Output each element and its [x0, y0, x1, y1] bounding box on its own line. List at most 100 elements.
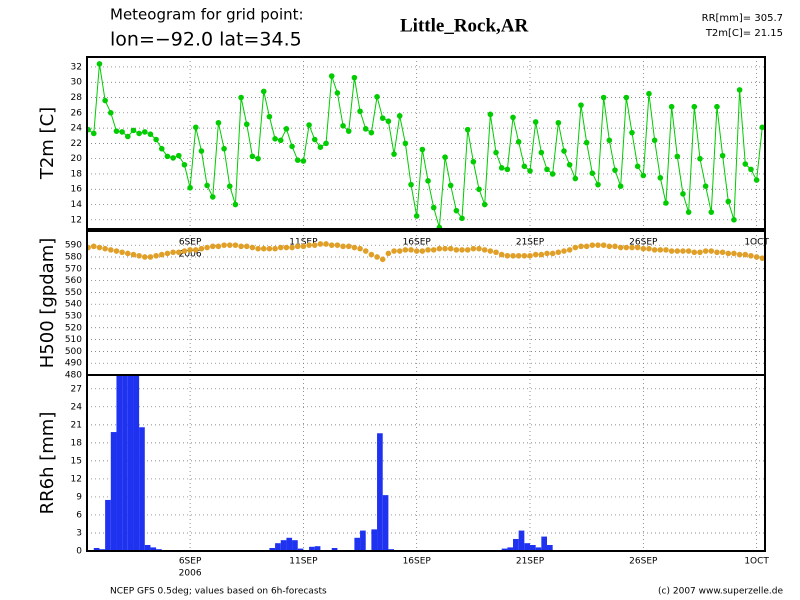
- data-point: [510, 114, 516, 121]
- y-tick-label: 560: [65, 276, 82, 286]
- data-point: [368, 251, 375, 258]
- data-point: [215, 243, 222, 250]
- data-point: [215, 119, 222, 126]
- data-point: [753, 254, 760, 260]
- y-tick-label: 510: [65, 335, 82, 345]
- data-point: [623, 244, 630, 251]
- bar: [314, 546, 321, 551]
- data-point: [572, 175, 579, 182]
- data-point: [119, 129, 125, 135]
- data-point: [595, 181, 601, 188]
- data-point: [357, 245, 363, 252]
- data-point: [651, 247, 658, 253]
- data-point: [351, 74, 358, 81]
- data-point: [283, 244, 290, 251]
- bar: [292, 540, 298, 551]
- x-tick-label: 16SEP: [403, 238, 432, 248]
- data-point: [527, 252, 533, 259]
- data-point: [532, 251, 539, 258]
- data-point: [572, 244, 579, 251]
- data-point: [147, 131, 154, 138]
- data-point: [646, 245, 652, 252]
- data-point: [368, 129, 375, 136]
- y-tick-label: 590: [65, 241, 82, 251]
- data-point: [680, 191, 686, 197]
- data-point: [334, 90, 341, 96]
- data-point: [425, 247, 431, 253]
- data-point: [612, 167, 618, 173]
- data-point: [646, 90, 652, 97]
- data-point: [266, 245, 273, 252]
- data-point: [606, 137, 613, 144]
- data-point: [289, 143, 295, 150]
- data-point: [379, 115, 386, 121]
- data-point: [487, 248, 494, 254]
- data-point: [623, 94, 630, 101]
- data-point: [255, 245, 261, 252]
- data-point: [328, 242, 335, 248]
- data-point: [147, 254, 154, 260]
- bar: [122, 375, 128, 551]
- data-point: [748, 252, 754, 259]
- bar: [354, 537, 361, 551]
- data-point: [515, 252, 522, 259]
- data-point: [442, 154, 448, 160]
- bar: [275, 543, 281, 551]
- x-tick-label: 26SEP: [629, 238, 658, 248]
- bar: [530, 544, 536, 551]
- x-tick-label: 21SEP: [516, 238, 545, 248]
- data-point: [561, 248, 567, 254]
- data-point: [419, 146, 426, 153]
- data-point: [453, 207, 460, 214]
- data-point: [617, 183, 624, 189]
- data-point: [566, 161, 573, 168]
- data-point: [385, 250, 392, 257]
- data-point: [374, 93, 380, 100]
- data-point: [555, 119, 562, 126]
- data-point: [408, 181, 414, 188]
- data-point: [719, 152, 726, 159]
- data-point: [708, 248, 715, 254]
- y-tick-label: 12: [71, 474, 82, 484]
- bar: [286, 537, 293, 551]
- data-point: [283, 126, 290, 132]
- bar: [269, 547, 276, 551]
- data-point: [181, 248, 188, 254]
- data-point: [668, 248, 675, 254]
- data-point: [328, 73, 335, 79]
- data-point: [521, 252, 528, 259]
- data-point: [249, 153, 256, 160]
- bar: [133, 375, 140, 551]
- data-point: [204, 244, 210, 251]
- data-point: [102, 245, 108, 252]
- y-tick-label: 9: [76, 492, 82, 502]
- data-point: [300, 158, 307, 164]
- data-point: [323, 241, 329, 247]
- data-point: [521, 163, 528, 170]
- data-point: [272, 135, 278, 142]
- data-point: [464, 126, 471, 133]
- data-point: [742, 251, 749, 258]
- y-tick-label: 0: [76, 547, 82, 557]
- data-point: [164, 250, 171, 257]
- data-point: [357, 108, 363, 115]
- data-point: [311, 242, 318, 248]
- data-point: [538, 251, 545, 258]
- data-point: [680, 248, 686, 254]
- y-axis-title: RR6h [mm]: [37, 412, 58, 515]
- data-point: [232, 201, 239, 208]
- data-point: [124, 133, 131, 140]
- data-point: [277, 137, 284, 144]
- data-point: [663, 247, 669, 253]
- x-tick-label: 16SEP: [403, 557, 432, 567]
- data-point: [436, 224, 443, 229]
- bar: [309, 546, 315, 551]
- year-label: 2006: [179, 569, 202, 579]
- header-coords: lon=−92.0 lat=34.5: [110, 29, 302, 51]
- bar: [139, 427, 145, 551]
- y-tick-label: 480: [65, 371, 82, 381]
- data-point: [175, 152, 182, 159]
- bar: [360, 530, 366, 551]
